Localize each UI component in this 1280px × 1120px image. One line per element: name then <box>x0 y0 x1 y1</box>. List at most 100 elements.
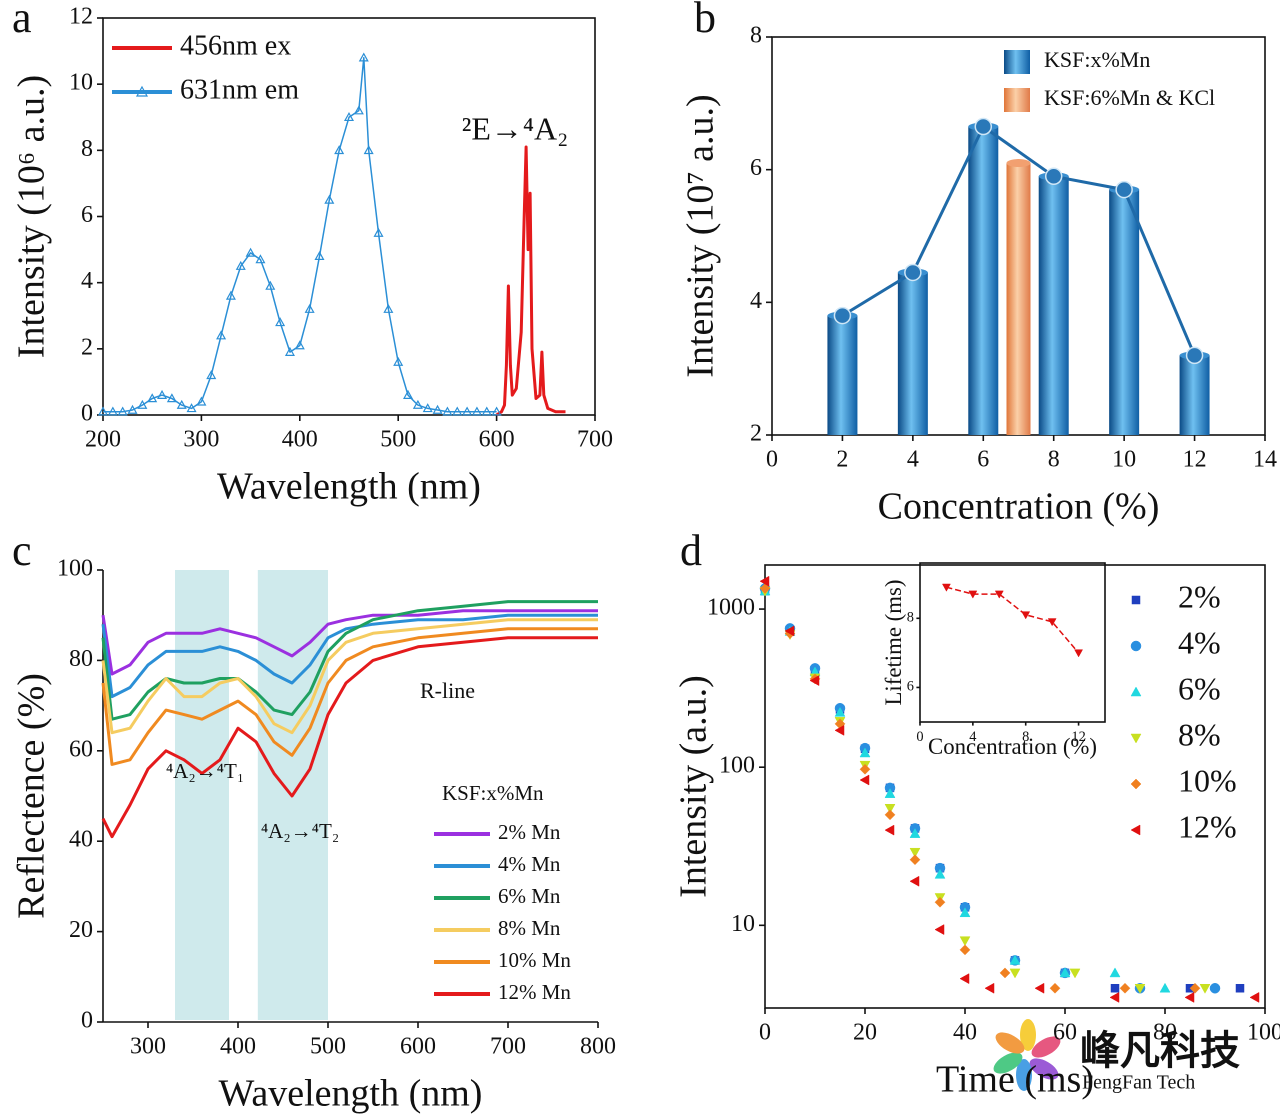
y-axis-label: Lifetime (ms) <box>881 580 906 706</box>
x-tick-label: 10 <box>1112 447 1136 473</box>
marker <box>1009 968 1021 979</box>
bar-top <box>1006 159 1031 168</box>
marker <box>1189 982 1201 994</box>
legend-label: 10% <box>1178 762 1237 798</box>
x-tick-label: 700 <box>490 1034 526 1060</box>
legend-label: 8% <box>1178 716 1221 752</box>
marker <box>1235 983 1245 993</box>
x-tick-label: 500 <box>310 1034 346 1060</box>
marker <box>784 625 795 637</box>
marker <box>137 399 148 409</box>
x-tick-label: 12 <box>1183 447 1207 473</box>
marker <box>422 403 433 413</box>
marker <box>1110 983 1120 993</box>
x-tick-label: 4 <box>969 729 976 745</box>
legend-label: 6% Mn <box>498 884 561 908</box>
x-tick-label: 20 <box>853 1020 877 1046</box>
plot-frame <box>919 562 1106 723</box>
legend-label: 12% Mn <box>498 980 571 1004</box>
marker <box>225 290 236 300</box>
marker <box>959 907 971 918</box>
series-line <box>101 609 598 676</box>
marker <box>1249 991 1260 1003</box>
x-tick-label: 300 <box>183 427 219 453</box>
marker <box>959 973 970 985</box>
marker <box>127 404 138 414</box>
marker <box>884 804 896 814</box>
marker <box>884 788 896 798</box>
y-tick-label: 2 <box>81 334 93 360</box>
line-marker <box>974 117 993 136</box>
series-line <box>101 600 598 721</box>
x-axis-label: Wavelength (nm) <box>219 1073 483 1115</box>
plot-frame <box>764 564 1266 1009</box>
marker <box>1199 983 1211 994</box>
marker <box>999 967 1011 979</box>
x-tick-label: 80 <box>1153 1020 1177 1046</box>
x-tick-label: 0 <box>759 1020 771 1046</box>
annotation: ⁴A₂→⁴T₂ <box>261 819 339 843</box>
marker <box>353 105 364 115</box>
x-tick-label: 100 <box>1247 1020 1280 1046</box>
marker <box>147 393 158 403</box>
marker <box>452 406 463 416</box>
y-tick-label: 2 <box>750 421 762 447</box>
legend-swatch <box>1004 88 1030 112</box>
y-tick-label: 1000 <box>707 595 755 621</box>
bar <box>827 315 858 435</box>
y-tick-label: 12 <box>69 4 93 30</box>
marker <box>117 406 128 416</box>
x-tick-label: 14 <box>1253 447 1277 473</box>
marker <box>245 247 256 257</box>
y-tick-label: 10 <box>731 911 755 937</box>
y-tick-label: 6 <box>907 679 914 695</box>
y-axis-label: Intensity (a.u.) <box>673 675 715 898</box>
marker <box>1130 733 1142 744</box>
y-axis-label: Intensity (10⁶ a.u.) <box>11 75 53 358</box>
marker <box>157 389 168 399</box>
x-tick-label: 0 <box>916 729 923 745</box>
marker <box>1130 778 1142 790</box>
bar <box>1109 189 1140 435</box>
bar <box>1038 176 1069 436</box>
marker <box>909 847 921 858</box>
marker <box>393 356 404 366</box>
marker <box>884 809 896 821</box>
marker <box>1184 991 1195 1003</box>
marker <box>166 393 177 403</box>
y-tick-label: 8 <box>81 136 93 162</box>
marker <box>1130 686 1142 697</box>
marker <box>1034 982 1045 994</box>
series-line <box>946 586 1080 654</box>
x-tick-label: 60 <box>1053 1020 1077 1046</box>
legend-label: 8% Mn <box>498 916 561 940</box>
marker <box>884 824 895 836</box>
marker <box>759 583 771 594</box>
y-tick-label: 0 <box>81 1008 93 1034</box>
marker <box>196 396 207 406</box>
marker <box>1069 968 1081 979</box>
legend-label: KSF:6%Mn & KCl <box>1044 85 1215 110</box>
marker <box>834 724 845 736</box>
marker <box>809 675 820 687</box>
y-tick-label: 8 <box>750 23 762 49</box>
x-tick-label: 800 <box>580 1034 616 1060</box>
marker <box>859 774 870 786</box>
marker <box>255 254 266 264</box>
marker <box>383 303 394 313</box>
marker <box>135 85 149 97</box>
marker <box>1119 982 1131 994</box>
marker <box>206 370 217 380</box>
bar <box>968 126 999 436</box>
series-line <box>101 636 598 839</box>
legend-label: 2% Mn <box>498 820 561 844</box>
x-tick-label: 300 <box>130 1034 166 1060</box>
marker <box>934 924 945 935</box>
legend-label: 4% Mn <box>498 852 561 876</box>
marker <box>294 340 305 350</box>
series-line <box>101 618 598 735</box>
marker <box>363 145 374 155</box>
bar <box>1179 355 1210 435</box>
y-tick-label: 80 <box>69 646 93 672</box>
marker <box>176 399 187 409</box>
